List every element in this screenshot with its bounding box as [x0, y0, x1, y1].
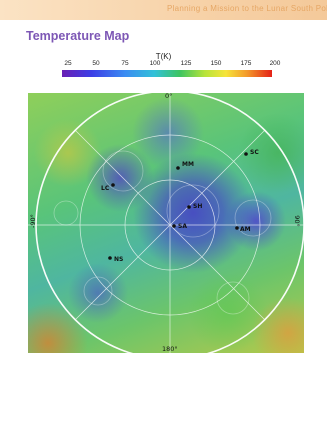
colorbar — [62, 70, 272, 77]
colorbar-tick: 75 — [121, 60, 129, 67]
site-marker-sc — [244, 152, 248, 156]
colorbar-tick: 150 — [210, 60, 222, 67]
colorbar-tick: 125 — [180, 60, 192, 67]
map-label-left: -90° — [28, 214, 37, 228]
map-overlay — [28, 93, 304, 353]
map-label-top: 0° — [165, 93, 173, 100]
site-marker-sa — [172, 224, 176, 228]
site-label-sa: SA — [178, 223, 187, 230]
crater — [83, 276, 113, 306]
site-label-lc: LC — [101, 185, 110, 192]
site-marker-ns — [108, 256, 112, 260]
colorbar-tick: 25 — [64, 60, 72, 67]
crater — [234, 199, 272, 237]
site-marker-am — [235, 226, 239, 230]
map-label-right: 90° — [292, 215, 301, 227]
colorbar-tick: 175 — [240, 60, 252, 67]
header-title: Planning a Mission to the Lunar South Po… — [166, 4, 327, 13]
site-label-ns: NS — [114, 256, 124, 263]
page-title: Temperature Map — [26, 29, 130, 43]
crater — [53, 200, 79, 226]
site-marker-lc — [111, 183, 115, 187]
temperature-map: 0° 180° -90° 90° MM LC SC SH SA AM NS — [28, 93, 304, 353]
crater — [102, 150, 144, 192]
map-label-bottom: 180° — [162, 345, 178, 353]
crater — [216, 281, 250, 315]
colorbar-tick: 200 — [269, 60, 281, 67]
site-label-am: AM — [240, 226, 251, 233]
site-marker-mm — [176, 166, 180, 170]
colorbar-title: T(K) — [155, 52, 172, 61]
site-label-mm: MM — [182, 161, 194, 168]
crater — [166, 184, 220, 238]
colorbar-tick: 50 — [92, 60, 100, 67]
header-band: Planning a Mission to the Lunar South Po… — [0, 0, 327, 20]
site-label-sc: SC — [250, 149, 259, 156]
colorbar-tick: 100 — [149, 60, 161, 67]
site-label-sh: SH — [193, 203, 203, 210]
site-marker-sh — [187, 205, 191, 209]
meridian-line — [74, 129, 266, 321]
